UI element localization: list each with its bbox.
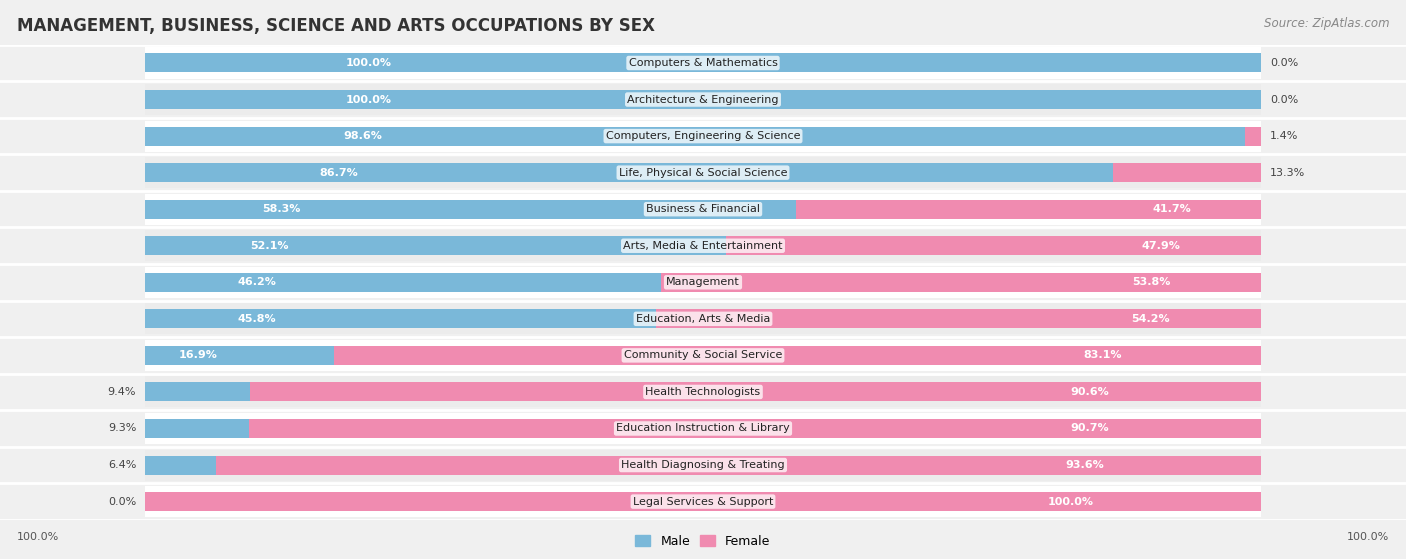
Bar — [727, 236, 1261, 255]
Bar — [250, 382, 1261, 401]
Text: Computers & Mathematics: Computers & Mathematics — [628, 58, 778, 68]
Text: Architecture & Engineering: Architecture & Engineering — [627, 94, 779, 105]
Text: 9.3%: 9.3% — [108, 424, 136, 433]
Text: 52.1%: 52.1% — [250, 241, 288, 251]
Bar — [145, 419, 249, 438]
Bar — [145, 492, 1261, 511]
Text: Business & Financial: Business & Financial — [645, 204, 761, 214]
Text: 98.6%: 98.6% — [343, 131, 382, 141]
Text: Health Diagnosing & Treating: Health Diagnosing & Treating — [621, 460, 785, 470]
Text: 0.0%: 0.0% — [1270, 58, 1298, 68]
Bar — [145, 413, 1261, 444]
Bar — [145, 48, 1261, 78]
Text: 41.7%: 41.7% — [1153, 204, 1191, 214]
Bar — [145, 304, 1261, 334]
Bar — [145, 267, 1261, 298]
Text: 100.0%: 100.0% — [17, 532, 59, 542]
Text: 90.7%: 90.7% — [1070, 424, 1109, 433]
Bar — [1112, 163, 1261, 182]
Text: 13.3%: 13.3% — [1270, 168, 1305, 178]
Text: 90.6%: 90.6% — [1070, 387, 1109, 397]
Bar — [796, 200, 1261, 219]
Bar — [1246, 126, 1261, 145]
Bar — [145, 230, 1261, 261]
Text: 45.8%: 45.8% — [238, 314, 276, 324]
Text: Community & Social Service: Community & Social Service — [624, 350, 782, 361]
Bar — [145, 121, 1261, 151]
Bar — [145, 84, 1261, 115]
Bar — [145, 193, 1261, 225]
Bar — [145, 236, 727, 255]
Bar — [145, 449, 1261, 481]
Bar — [145, 90, 1261, 109]
Text: 54.2%: 54.2% — [1132, 314, 1170, 324]
Text: Computers, Engineering & Science: Computers, Engineering & Science — [606, 131, 800, 141]
Text: 100.0%: 100.0% — [346, 58, 392, 68]
Bar — [145, 340, 1261, 371]
Bar — [145, 346, 333, 365]
Bar — [217, 456, 1261, 475]
Bar — [145, 163, 1112, 182]
Text: 83.1%: 83.1% — [1084, 350, 1122, 361]
Text: 86.7%: 86.7% — [319, 168, 359, 178]
Bar — [145, 126, 1246, 145]
Text: 100.0%: 100.0% — [346, 94, 392, 105]
Bar — [249, 419, 1261, 438]
Text: 100.0%: 100.0% — [1047, 496, 1094, 506]
Text: MANAGEMENT, BUSINESS, SCIENCE AND ARTS OCCUPATIONS BY SEX: MANAGEMENT, BUSINESS, SCIENCE AND ARTS O… — [17, 17, 655, 35]
Legend: Male, Female: Male, Female — [630, 530, 776, 553]
Bar — [661, 273, 1261, 292]
Bar — [657, 309, 1261, 328]
Bar — [145, 273, 661, 292]
Text: 47.9%: 47.9% — [1142, 241, 1181, 251]
Text: 1.4%: 1.4% — [1270, 131, 1298, 141]
Bar — [145, 486, 1261, 517]
Text: Arts, Media & Entertainment: Arts, Media & Entertainment — [623, 241, 783, 251]
Text: Legal Services & Support: Legal Services & Support — [633, 496, 773, 506]
Text: 0.0%: 0.0% — [1270, 94, 1298, 105]
Text: 46.2%: 46.2% — [238, 277, 277, 287]
Text: Health Technologists: Health Technologists — [645, 387, 761, 397]
Text: 53.8%: 53.8% — [1132, 277, 1171, 287]
Bar — [145, 456, 217, 475]
Text: Education, Arts & Media: Education, Arts & Media — [636, 314, 770, 324]
Text: Source: ZipAtlas.com: Source: ZipAtlas.com — [1264, 17, 1389, 30]
Text: 58.3%: 58.3% — [262, 204, 301, 214]
Text: Life, Physical & Social Science: Life, Physical & Social Science — [619, 168, 787, 178]
Text: 6.4%: 6.4% — [108, 460, 136, 470]
Bar — [145, 382, 250, 401]
Bar — [333, 346, 1261, 365]
Bar — [145, 54, 1261, 73]
Bar — [145, 309, 657, 328]
Text: 0.0%: 0.0% — [108, 496, 136, 506]
Text: Management: Management — [666, 277, 740, 287]
Bar — [145, 200, 796, 219]
Text: 100.0%: 100.0% — [1347, 532, 1389, 542]
Bar — [145, 157, 1261, 188]
Text: 93.6%: 93.6% — [1066, 460, 1104, 470]
Text: 9.4%: 9.4% — [108, 387, 136, 397]
Text: 16.9%: 16.9% — [179, 350, 218, 361]
Text: Education Instruction & Library: Education Instruction & Library — [616, 424, 790, 433]
Bar — [145, 376, 1261, 408]
